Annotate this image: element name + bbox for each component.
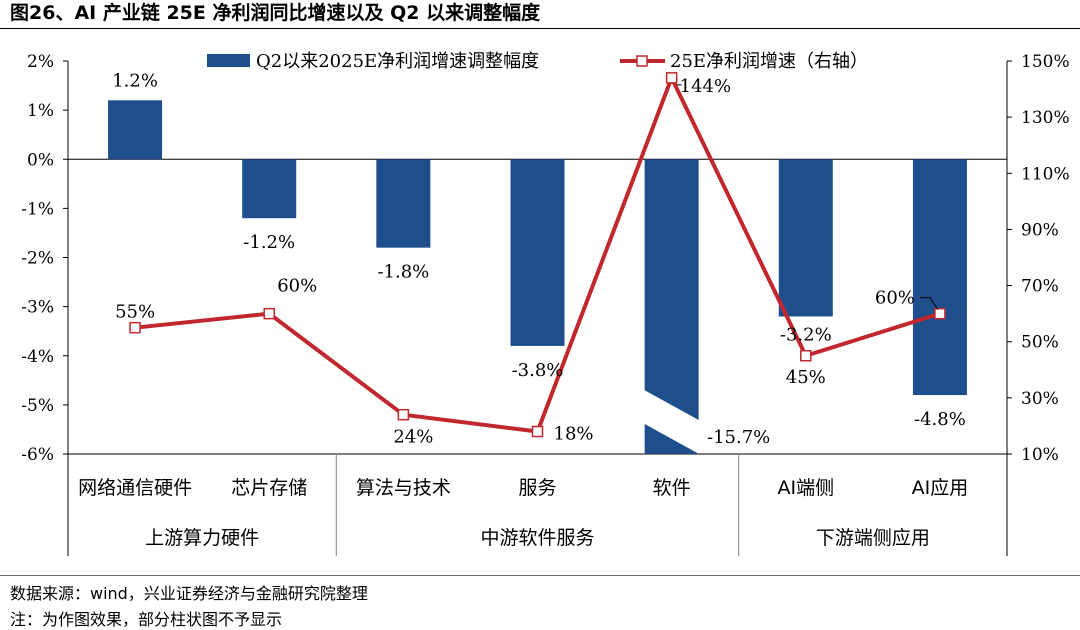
chart: 2% 1% 0% -1% -2% -3% -4% -5% -6% 150% 130% 110% 90% 7… [21, 51, 1070, 556]
left-tick-label: -4% [21, 347, 54, 367]
group-label: 下游端侧应用 [816, 527, 930, 549]
line-point [934, 307, 946, 320]
right-tick-label: 10% [1021, 445, 1059, 465]
line-layer [129, 72, 946, 438]
chart-title: 图26、AI 产业链 25E 净利润同比增速以及 Q2 以来调整幅度 [10, 2, 541, 24]
bar [242, 159, 297, 219]
category-label: 软件 [653, 477, 691, 499]
right-tick-label: 50% [1021, 333, 1059, 353]
right-tick-label: 30% [1021, 389, 1059, 409]
left-tick-label: -6% [21, 445, 54, 465]
left-tick-label: -3% [21, 298, 54, 318]
group-label: 中游软件服务 [480, 527, 594, 549]
left-tick-label: 1% [27, 101, 54, 121]
right-tick-label: 70% [1021, 277, 1059, 297]
bar [778, 159, 833, 317]
legend-bar-swatch [207, 54, 250, 67]
bar-value-label: -3.8% [512, 360, 564, 381]
group-label: 上游算力硬件 [145, 527, 259, 549]
legend-line-marker [636, 55, 648, 67]
note-text: 注：为作图效果，部分柱状图不予显示 [10, 610, 283, 629]
bar-value-label: 1.2% [112, 70, 158, 91]
line-point [397, 408, 410, 421]
line-value-label: 45% [786, 367, 826, 388]
category-label: 网络通信硬件 [78, 477, 192, 499]
line-value-label: 60% [875, 288, 915, 309]
bar-value-label: -1.8% [377, 262, 429, 283]
category-label: AI端侧 [777, 477, 834, 499]
leader-line [919, 297, 939, 310]
line-value-label: 144% [680, 76, 731, 97]
left-tick-label: 0% [27, 150, 54, 170]
bar [510, 159, 565, 346]
left-tick-label: -2% [21, 249, 54, 269]
category-label: 芯片存储 [231, 477, 307, 499]
axes-layer: 2% 1% 0% -1% -2% -3% -4% -5% -6% 150% 130% 110% 90% 7… [21, 52, 1070, 556]
line-point [665, 72, 678, 84]
left-tick-label: -1% [21, 199, 54, 219]
right-tick-label: 110% [1021, 164, 1070, 184]
bar [644, 159, 699, 420]
left-tick-label: 2% [27, 52, 54, 72]
line-value-label: 18% [554, 424, 594, 445]
bars-layer [108, 100, 967, 454]
bar-value-label: -4.8% [914, 409, 966, 430]
category-label: 服务 [518, 477, 556, 499]
line-value-label: 55% [115, 302, 155, 323]
labels-layer: 1.2% -1.2% -1.8% -3.8% -15.7% -3.2% -4.8% 55% 60… [112, 70, 966, 448]
line-point [129, 321, 141, 334]
bar-break-part [644, 424, 699, 454]
bar-value-label: -3.2% [780, 324, 832, 345]
bar [108, 100, 163, 160]
category-label: AI应用 [912, 477, 969, 499]
line-value-label: 60% [277, 276, 317, 297]
legend-line-label: 25E净利润增速（右轴） [670, 51, 868, 72]
line-point [800, 350, 812, 362]
left-tick-label: -5% [21, 396, 54, 416]
source-rule [0, 575, 1080, 576]
bar-value-label: -1.2% [243, 232, 295, 253]
legend: Q2以来2025E净利润增速调整幅度 25E净利润增速（右轴） [207, 51, 868, 72]
line-point [531, 425, 544, 438]
line-point [263, 307, 275, 320]
bar [376, 159, 431, 248]
category-label: 算法与技术 [356, 477, 451, 499]
bar [912, 159, 967, 396]
line-value-label: 24% [393, 427, 433, 448]
right-tick-label: 150% [1021, 52, 1070, 72]
source-text: 数据来源：wind，兴业证券经济与金融研究院整理 [10, 584, 368, 603]
legend-bar-label: Q2以来2025E净利润增速调整幅度 [256, 51, 539, 72]
bar-value-label: -15.7% [707, 427, 770, 448]
right-tick-label: 90% [1021, 220, 1059, 240]
right-tick-label: 130% [1021, 108, 1070, 128]
title-rule [0, 28, 1080, 29]
